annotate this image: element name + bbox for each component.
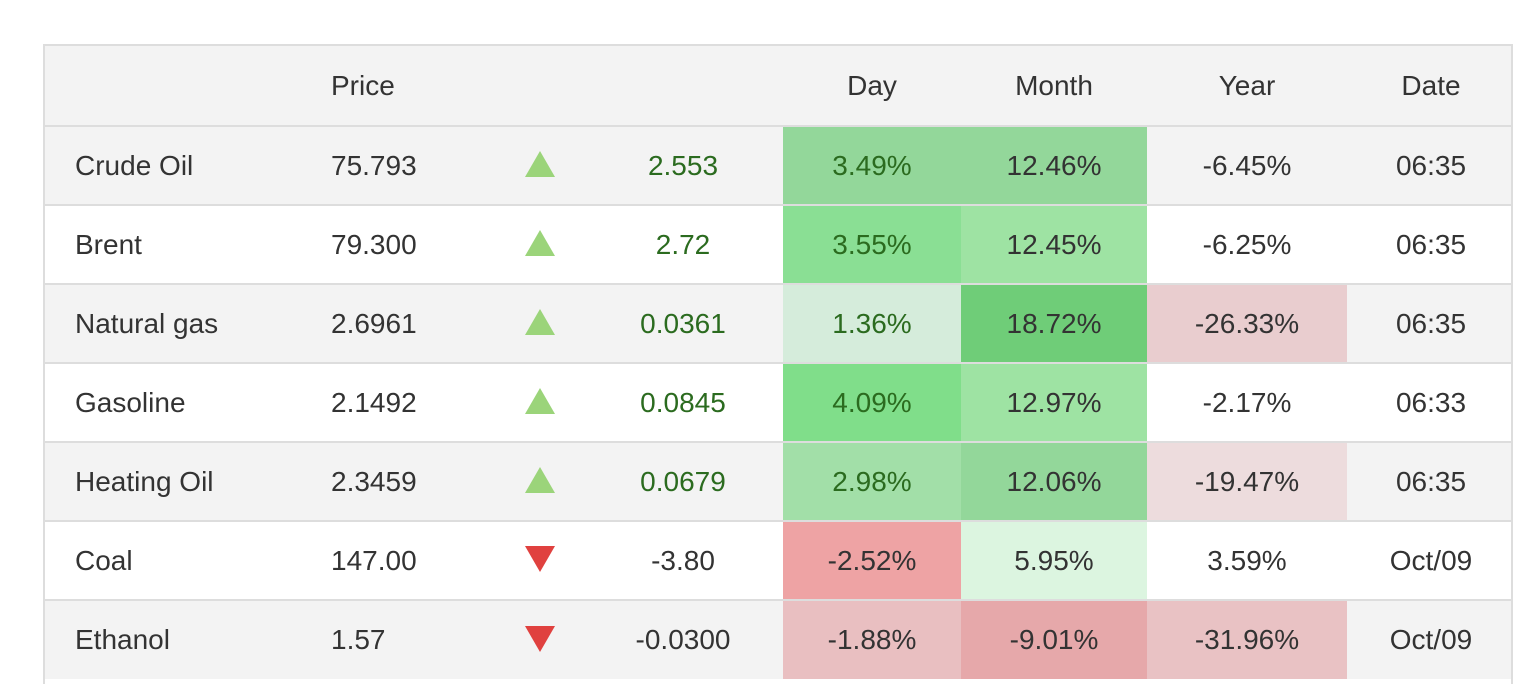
header-change [583,46,783,126]
date-cell: 06:35 [1347,204,1511,284]
year-change-cell: -19.47% [1147,441,1347,521]
header-arrow [497,46,583,126]
month-change-cell: 12.45% [961,204,1147,284]
direction-cell [497,441,583,521]
date-cell: Oct/09 [1347,599,1511,679]
month-change-cell: 12.06% [961,441,1147,521]
direction-cell [497,599,583,679]
commodity-name-link[interactable]: Brent [45,204,331,284]
direction-cell [497,362,583,442]
price-cell: 2.1492 [331,362,497,442]
direction-cell [497,125,583,205]
price-cell: 75.793 [331,125,497,205]
day-change-cell: -1.88% [783,599,961,679]
commodity-name-link[interactable]: Coal [45,520,331,600]
direction-cell [497,520,583,600]
change-cell: 2.72 [583,204,783,284]
commodity-name-link[interactable]: Ethanol [45,599,331,679]
table-row[interactable]: Ethanol 1.57 -0.0300 -1.88% -9.01% -31.96% Oct… [45,599,1511,679]
header-day[interactable]: Day [783,46,961,126]
change-cell: -3.80 [583,520,783,600]
header-year[interactable]: Year [1147,46,1347,126]
year-change-cell: -26.33% [1147,283,1347,363]
day-change-cell: -2.52% [783,520,961,600]
date-cell: 06:35 [1347,125,1511,205]
arrow-up-icon [525,309,555,336]
price-cell: 147.00 [331,520,497,600]
commodities-table: Price Day Month Year Date Crude Oil 75.79… [45,46,1511,679]
month-change-cell: 5.95% [961,520,1147,600]
table-row[interactable]: Heating Oil 2.3459 0.0679 2.98% 12.06% -19.47… [45,441,1511,521]
header-name [45,46,331,126]
year-change-cell: -31.96% [1147,599,1347,679]
price-cell: 1.57 [331,599,497,679]
month-change-cell: 18.72% [961,283,1147,363]
price-cell: 2.3459 [331,441,497,521]
commodity-name-link[interactable]: Crude Oil [45,125,331,205]
arrow-up-icon [525,388,555,415]
table-row[interactable]: Natural gas 2.6961 0.0361 1.36% 18.72% -26.33… [45,283,1511,363]
year-change-cell: 3.59% [1147,520,1347,600]
date-cell: 06:35 [1347,283,1511,363]
commodities-table-container: Price Day Month Year Date Crude Oil 75.79… [43,44,1513,684]
commodity-name-link[interactable]: Gasoline [45,362,331,442]
commodity-name-link[interactable]: Heating Oil [45,441,331,521]
year-change-cell: -6.45% [1147,125,1347,205]
arrow-up-icon [525,230,555,257]
table-header-row: Price Day Month Year Date [45,46,1511,126]
month-change-cell: 12.97% [961,362,1147,442]
day-change-cell: 3.55% [783,204,961,284]
arrow-down-icon [525,546,555,573]
header-month[interactable]: Month [961,46,1147,126]
change-cell: -0.0300 [583,599,783,679]
table-row[interactable]: Brent 79.300 2.72 3.55% 12.45% -6.25% 06:35 [45,204,1511,284]
change-cell: 0.0679 [583,441,783,521]
day-change-cell: 2.98% [783,441,961,521]
arrow-up-icon [525,467,555,494]
year-change-cell: -2.17% [1147,362,1347,442]
direction-cell [497,283,583,363]
month-change-cell: -9.01% [961,599,1147,679]
arrow-down-icon [525,625,555,652]
year-change-cell: -6.25% [1147,204,1347,284]
day-change-cell: 4.09% [783,362,961,442]
date-cell: 06:33 [1347,362,1511,442]
day-change-cell: 1.36% [783,283,961,363]
direction-cell [497,204,583,284]
date-cell: Oct/09 [1347,520,1511,600]
table-row[interactable]: Crude Oil 75.793 2.553 3.49% 12.46% -6.45% 06:… [45,125,1511,205]
month-change-cell: 12.46% [961,125,1147,205]
header-price[interactable]: Price [331,46,497,126]
table-row[interactable]: Coal 147.00 -3.80 -2.52% 5.95% 3.59% Oct/09 [45,520,1511,600]
day-change-cell: 3.49% [783,125,961,205]
table-body: Crude Oil 75.793 2.553 3.49% 12.46% -6.45% 06:… [45,125,1511,679]
price-cell: 79.300 [331,204,497,284]
header-date[interactable]: Date [1347,46,1511,126]
date-cell: 06:35 [1347,441,1511,521]
commodity-name-link[interactable]: Natural gas [45,283,331,363]
change-cell: 0.0845 [583,362,783,442]
price-cell: 2.6961 [331,283,497,363]
table-row[interactable]: Gasoline 2.1492 0.0845 4.09% 12.97% -2.17% 06:… [45,362,1511,442]
arrow-up-icon [525,151,555,178]
change-cell: 0.0361 [583,283,783,363]
change-cell: 2.553 [583,125,783,205]
